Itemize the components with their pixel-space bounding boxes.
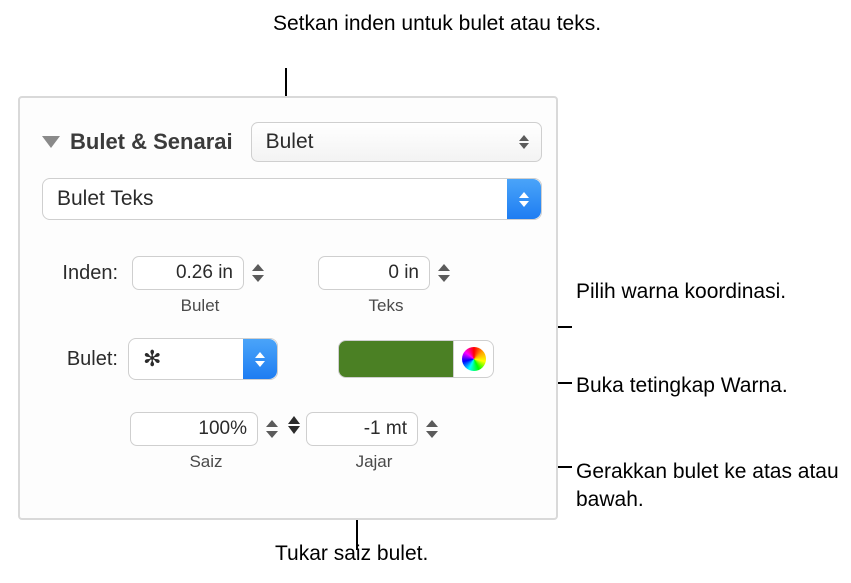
chevron-updown-icon [507,179,541,219]
callout-indent: Setkan inden untuk bulet atau teks. [273,10,601,38]
bullet-char-value: ✻ [143,346,161,372]
list-style-value: Bulet [266,130,314,154]
bullet-char-popup[interactable]: ✻ [128,338,278,380]
callout-size-text: Tukar saiz bulet. [275,542,428,565]
step-up-icon[interactable] [438,264,450,271]
stepper-buttons [422,412,442,446]
align-caption: Jajar [306,452,442,472]
callout-colorwin-text: Buka tetingkap Warna. [576,374,788,397]
callout-move-text: Gerakkan bulet ke atas atau bawah. [576,460,839,511]
stepper-buttons [248,256,268,290]
step-up-icon[interactable] [252,264,264,271]
list-style-popup[interactable]: Bulet [251,122,542,162]
stepper-buttons [262,412,282,446]
align-stepper [306,412,442,446]
callout-indent-text: Setkan inden untuk bulet atau teks. [273,12,601,35]
callout-color-text: Pilih warna koordinasi. [576,280,786,303]
step-down-icon[interactable] [438,275,450,282]
size-stepper [130,412,282,446]
bullet-type-value: Bulet Teks [57,187,154,211]
bullet-indent-caption: Bulet [132,296,268,316]
color-picker-button[interactable] [454,340,494,378]
stepper-buttons [434,256,454,290]
callout-colorwin: Buka tetingkap Warna. [576,372,788,400]
text-indent-caption: Teks [318,296,454,316]
step-up-icon[interactable] [266,420,278,427]
section-header: Bulet & Senarai Bulet [42,122,542,162]
callout-size: Tukar saiz bulet. [275,540,428,568]
bullet-indent-input[interactable] [132,256,244,290]
chevron-updown-icon [243,339,277,379]
text-indent-input[interactable] [318,256,430,290]
align-input[interactable] [306,412,418,446]
bullet-label: Bulet: [42,348,118,371]
bullets-panel: Bulet & Senarai Bulet Bulet Teks Inden: … [18,96,558,520]
text-indent-stepper [318,256,454,290]
bullet-type-popup[interactable]: Bulet Teks [42,178,542,220]
step-down-icon[interactable] [266,431,278,438]
indent-label: Inden: [42,256,118,285]
chevron-updown-icon [519,135,529,149]
color-wheel-icon [462,347,486,371]
bullet-indent-stepper [132,256,268,290]
disclosure-triangle-icon[interactable] [42,136,60,148]
callout-color: Pilih warna koordinasi. [576,278,786,306]
vertical-drag-icon[interactable] [288,416,300,434]
size-input[interactable] [130,412,258,446]
step-up-icon[interactable] [426,420,438,427]
size-caption: Saiz [130,452,282,472]
section-title: Bulet & Senarai [70,129,233,155]
bullet-color-well[interactable] [338,340,454,378]
step-down-icon[interactable] [252,275,264,282]
step-down-icon[interactable] [426,431,438,438]
callout-move: Gerakkan bulet ke atas atau bawah. [576,458,851,515]
